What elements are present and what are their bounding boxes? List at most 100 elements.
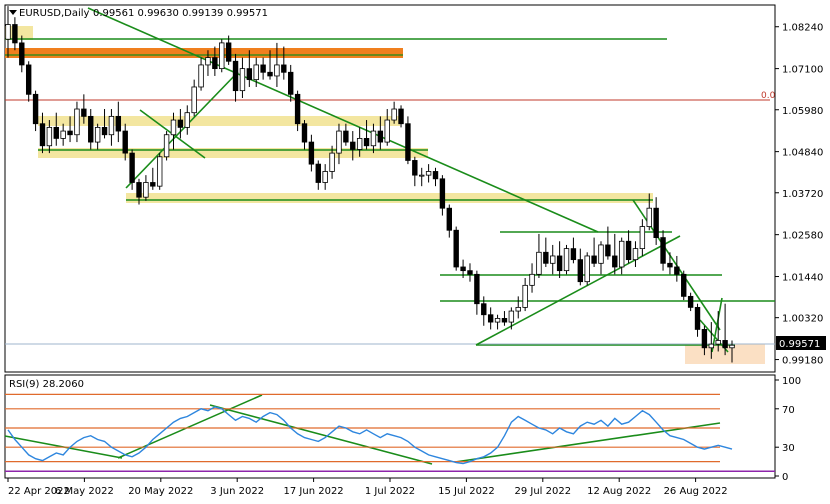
candle — [122, 123, 128, 161]
candle-body-bear — [591, 255, 597, 264]
candle — [53, 112, 59, 146]
candle — [115, 101, 122, 143]
candle — [439, 175, 446, 216]
candle-body-bull — [94, 126, 101, 143]
candle-body-bull — [515, 306, 521, 312]
candle — [377, 116, 384, 150]
candle — [74, 101, 80, 143]
candle — [453, 226, 459, 271]
price-tick-label: 1.08240 — [782, 23, 823, 34]
candle — [163, 131, 170, 161]
candle — [225, 35, 232, 65]
candle-body-bear — [681, 273, 687, 297]
candle — [446, 204, 452, 238]
candle-body-bull — [425, 171, 432, 176]
candle — [12, 17, 18, 51]
candle — [508, 307, 515, 330]
candle-body-bear — [398, 108, 404, 125]
candle-body-bull — [550, 255, 556, 264]
candle — [336, 123, 342, 165]
candle-body-bear — [605, 244, 611, 257]
candle — [363, 120, 370, 150]
candle — [494, 314, 501, 330]
candle — [584, 252, 590, 286]
rsi-tick-label: 70 — [782, 405, 795, 416]
candle-body-bear — [612, 255, 618, 268]
candle — [577, 248, 584, 286]
price-tick-label: 1.01440 — [782, 273, 823, 284]
candle — [487, 307, 494, 330]
candle — [177, 109, 184, 139]
candle — [294, 90, 301, 132]
candle-body-bear — [694, 306, 701, 330]
candle — [67, 116, 73, 143]
candlestick-series — [5, 6, 735, 363]
candle-body-bear — [481, 303, 487, 316]
candle — [660, 230, 666, 271]
candle-body-bull — [336, 130, 342, 154]
price-tick-label: 1.03720 — [782, 189, 823, 200]
candle — [598, 241, 604, 275]
candle — [681, 270, 687, 301]
candle-body-bear — [687, 295, 694, 308]
candle — [398, 105, 404, 128]
candle-body-bear — [653, 207, 659, 238]
time-tick-label: 15 Jul 2022 — [438, 486, 495, 497]
candle-body-bear — [101, 126, 108, 136]
candle — [563, 244, 570, 275]
candle-body-bear — [377, 130, 384, 143]
candle — [5, 6, 11, 58]
candle-body-bear — [129, 152, 135, 183]
candle — [715, 311, 721, 352]
rsi-label: RSI(9) 28.2060 — [9, 379, 84, 390]
candle — [474, 270, 480, 315]
candle — [605, 226, 611, 260]
candle — [219, 39, 225, 73]
candle-body-bull — [646, 207, 652, 227]
candle — [350, 131, 356, 161]
zone-yellow-upper — [38, 116, 400, 126]
candle-body-bear — [39, 123, 46, 147]
price-tick-label: 0.99180 — [782, 356, 823, 367]
candle-body-bull — [253, 64, 259, 81]
candle-body-bear — [32, 93, 39, 125]
zone-yellow-mid — [38, 148, 428, 158]
rsi-trend-rising — [454, 422, 721, 463]
current-price-box — [776, 336, 826, 350]
candle-body-bear — [570, 248, 577, 261]
candle-body-bear — [281, 64, 287, 73]
candle — [701, 325, 708, 356]
candle — [591, 237, 597, 267]
candle — [370, 123, 377, 154]
current-price-label: 0.99571 — [779, 339, 820, 350]
candle-body-bear — [308, 141, 315, 165]
time-tick-label: 3 Jun 2022 — [210, 486, 264, 497]
candle — [25, 61, 32, 102]
candle — [101, 109, 108, 139]
candle-body-bull — [536, 251, 542, 275]
candle-body-bull — [143, 182, 149, 198]
candle-body-bear — [701, 329, 708, 349]
candle-body-bear — [288, 71, 294, 95]
price-tick-label: 1.00320 — [782, 314, 823, 325]
candle-body-bull — [170, 119, 177, 136]
candle-body-bear — [674, 266, 680, 275]
candle-body-bear — [301, 123, 308, 143]
candle — [191, 79, 197, 117]
candle — [556, 241, 563, 278]
candle — [246, 50, 253, 87]
candle-body-bear — [294, 93, 301, 125]
candle — [667, 252, 673, 275]
candle-body-bear — [212, 57, 218, 70]
trendline-july-up — [475, 235, 681, 346]
candle — [625, 230, 632, 264]
candle-body-bear — [136, 182, 142, 198]
candle — [467, 263, 473, 282]
candle — [205, 50, 211, 76]
candle — [239, 57, 246, 98]
candle-body-bear — [432, 171, 439, 180]
candle-body-bear — [246, 68, 253, 81]
candle — [81, 94, 87, 124]
zone-top-left — [5, 26, 33, 40]
rsi-tick-label: 100 — [782, 376, 801, 387]
